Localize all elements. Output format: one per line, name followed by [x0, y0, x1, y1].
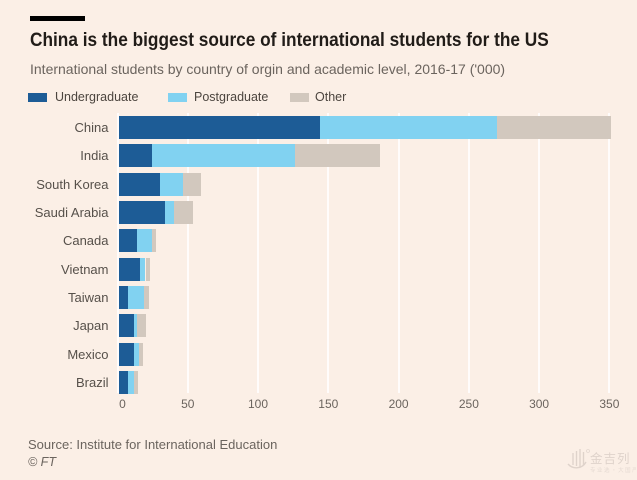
svg-text:金吉列: 金吉列 — [590, 451, 631, 466]
svg-text:专 业 选 ・ 大 国 严: 专 业 选 ・ 大 国 严 — [590, 466, 636, 474]
